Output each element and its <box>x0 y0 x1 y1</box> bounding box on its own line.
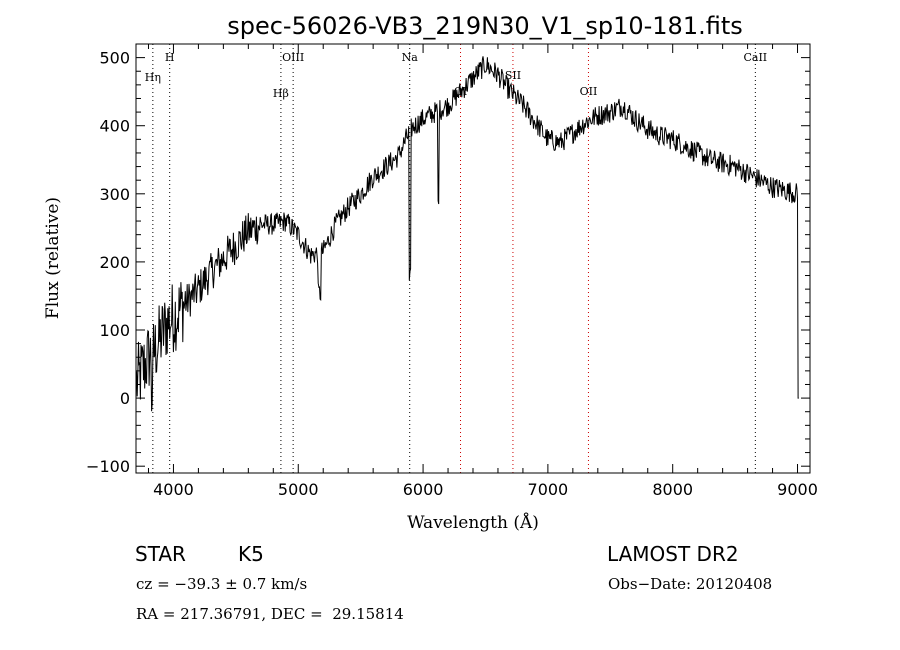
line-label: SII <box>505 69 521 82</box>
spectral-subclass: K5 <box>238 542 264 566</box>
line-label: Hη <box>145 71 161 84</box>
y-tick-label: 100 <box>99 321 130 340</box>
x-tick-label: 5000 <box>278 480 319 499</box>
y-tick-label: 300 <box>99 185 130 204</box>
chart-title: spec-56026-VB3_219N30_V1_sp10-181.fits <box>227 12 743 40</box>
y-tick-label: 500 <box>99 49 130 68</box>
x-tick-label: 4000 <box>153 480 194 499</box>
object-type: STAR <box>135 542 186 566</box>
y-axis-ticks: −100 0 100 200 300 400 500 <box>86 49 810 476</box>
line-label: Hβ <box>273 87 289 100</box>
redshift-readout: cz = −39.3 ± 0.7 km/s <box>136 575 308 593</box>
line-label: OIII <box>282 51 304 64</box>
y-tick-label: −100 <box>86 457 130 476</box>
spectrum-line <box>136 56 799 412</box>
x-tick-label: 9000 <box>777 480 818 499</box>
survey-name: LAMOST DR2 <box>607 542 739 566</box>
y-axis-label: Flux (relative) <box>43 197 63 319</box>
line-label: H <box>165 51 175 64</box>
y-tick-label: 0 <box>120 389 130 408</box>
line-label: CaII <box>743 51 767 64</box>
x-axis-ticks: 4000 5000 6000 7000 8000 9000 <box>147 44 818 499</box>
line-label: OII <box>580 85 598 98</box>
x-tick-label: 8000 <box>652 480 693 499</box>
coordinates-readout: RA = 217.36791, DEC = 29.15814 <box>136 605 404 623</box>
x-axis-label: Wavelength (Å) <box>407 512 539 533</box>
y-tick-label: 400 <box>99 117 130 136</box>
line-label: Na <box>402 51 419 64</box>
x-tick-label: 6000 <box>403 480 444 499</box>
y-tick-label: 200 <box>99 253 130 272</box>
observation-date: Obs−Date: 20120408 <box>608 575 773 593</box>
x-tick-label: 7000 <box>528 480 569 499</box>
line-markers <box>152 44 756 473</box>
